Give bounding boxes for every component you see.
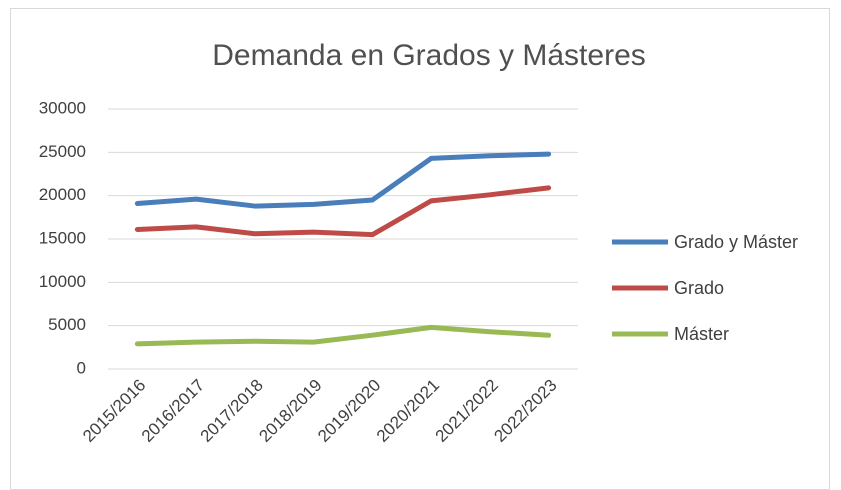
line-series [134, 151, 552, 209]
chart-border [10, 8, 830, 490]
legend-label: Grado y Máster [674, 232, 798, 252]
y-tick-label: 15000 [39, 228, 86, 247]
y-tick-label: 30000 [39, 98, 86, 117]
legend-label: Máster [674, 324, 729, 344]
chart-title: Demanda en Grados y Másteres [212, 39, 646, 72]
y-tick-label: 0 [77, 358, 86, 377]
y-tick-label: 5000 [48, 315, 86, 334]
y-tick-label: 20000 [39, 185, 86, 204]
legend-label: Grado [674, 278, 724, 298]
line-series [134, 185, 552, 238]
y-tick-label: 25000 [39, 142, 86, 161]
line-series [134, 324, 552, 347]
y-tick-label: 10000 [39, 272, 86, 291]
